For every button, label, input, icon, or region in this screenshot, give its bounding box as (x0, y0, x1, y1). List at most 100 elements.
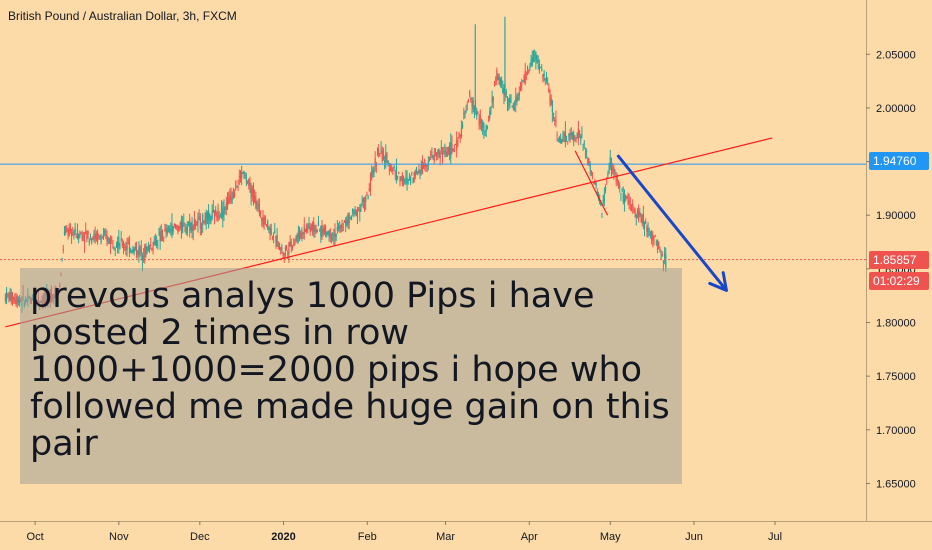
candle-body (463, 112, 465, 115)
candle-body (310, 226, 312, 230)
candle-body (450, 141, 452, 158)
candle-body (307, 225, 309, 228)
candle-body (482, 121, 484, 129)
candle-body (500, 79, 503, 84)
candle-body (177, 226, 179, 232)
candle-body (393, 166, 395, 169)
candle-body (519, 86, 522, 91)
candle-body (517, 96, 519, 101)
candle-body (492, 97, 494, 102)
candle-body (280, 247, 282, 250)
candle-body (645, 221, 647, 225)
candle-body (298, 229, 301, 239)
candle-body (352, 208, 354, 214)
candle-body (626, 196, 628, 198)
candle-body (255, 197, 257, 209)
candle-body (373, 166, 375, 174)
candle-body (174, 226, 177, 228)
candle-body (563, 133, 565, 136)
candle-body (601, 213, 603, 214)
candle-body (466, 104, 468, 106)
annotation-box[interactable]: prevous analys 1000 Pips i have posted 2… (20, 268, 682, 484)
candle-body (641, 215, 643, 223)
candle-body (126, 245, 128, 250)
candle-body (430, 154, 432, 155)
candle-body (356, 211, 359, 218)
candle-body (414, 170, 416, 176)
candle-body (359, 208, 361, 213)
candle-body (230, 196, 232, 202)
candle-body (459, 134, 461, 138)
candle-body (361, 200, 363, 202)
candle-body (438, 148, 440, 156)
candle-body (10, 291, 12, 301)
candle-body (159, 231, 161, 242)
candle-body (600, 201, 602, 206)
candle-body (178, 226, 180, 231)
candle-body (599, 199, 601, 203)
candle-body (660, 256, 662, 258)
candle-body (330, 237, 333, 239)
candle-body (132, 246, 134, 253)
candle-body (587, 157, 589, 164)
candle-body (246, 182, 249, 184)
candle-body (576, 133, 578, 139)
candle-body (69, 225, 71, 231)
candle-body (107, 237, 109, 241)
candle-body (646, 226, 648, 232)
candle-body (595, 182, 597, 186)
candle-body (206, 213, 209, 219)
candle-body (487, 116, 490, 118)
candle-body (119, 244, 121, 247)
candle-body (241, 171, 243, 178)
candle-body (261, 217, 263, 221)
candle-body (418, 169, 420, 174)
candle-body (460, 128, 463, 137)
candle-body (143, 256, 145, 260)
candle-body (269, 227, 271, 235)
candle-body (367, 196, 369, 200)
candle-body (85, 231, 87, 235)
candle-body (584, 153, 587, 156)
candle-body (369, 179, 372, 191)
candle-body (340, 224, 342, 232)
candle-body (302, 233, 304, 235)
candle-body (5, 291, 8, 302)
candle-body (339, 226, 341, 229)
candle-body (613, 167, 615, 173)
candle-body (243, 171, 245, 179)
x-tick-label: May (600, 531, 621, 543)
candle-body (284, 248, 286, 250)
candle-body (577, 128, 579, 140)
candle-body (259, 210, 262, 215)
candle-body (528, 70, 530, 73)
candle-body (13, 297, 15, 300)
candle-body (524, 70, 526, 84)
candle-body (151, 248, 153, 250)
candle-body (439, 152, 441, 159)
candle-body (399, 177, 401, 183)
x-tick-label: Jun (685, 531, 703, 543)
candle-body (550, 98, 552, 105)
candle-body (86, 234, 88, 240)
candle-body (443, 150, 445, 152)
candle-body (589, 163, 591, 170)
candle-body (665, 254, 667, 268)
candle-body (278, 242, 281, 248)
candle-body (153, 241, 155, 245)
candle-body (98, 234, 100, 236)
candle-body (9, 293, 11, 301)
candle-body (653, 239, 655, 241)
candle-body (525, 73, 527, 75)
candle-body (575, 138, 577, 143)
candle-body (496, 69, 498, 82)
candle-body (348, 213, 350, 224)
candle-body (532, 57, 535, 59)
candle-body (141, 259, 144, 261)
candle-body (547, 82, 549, 84)
candle-body (478, 118, 480, 126)
candle-body (200, 227, 203, 229)
candle-body (117, 241, 119, 249)
candle-body (554, 119, 556, 122)
